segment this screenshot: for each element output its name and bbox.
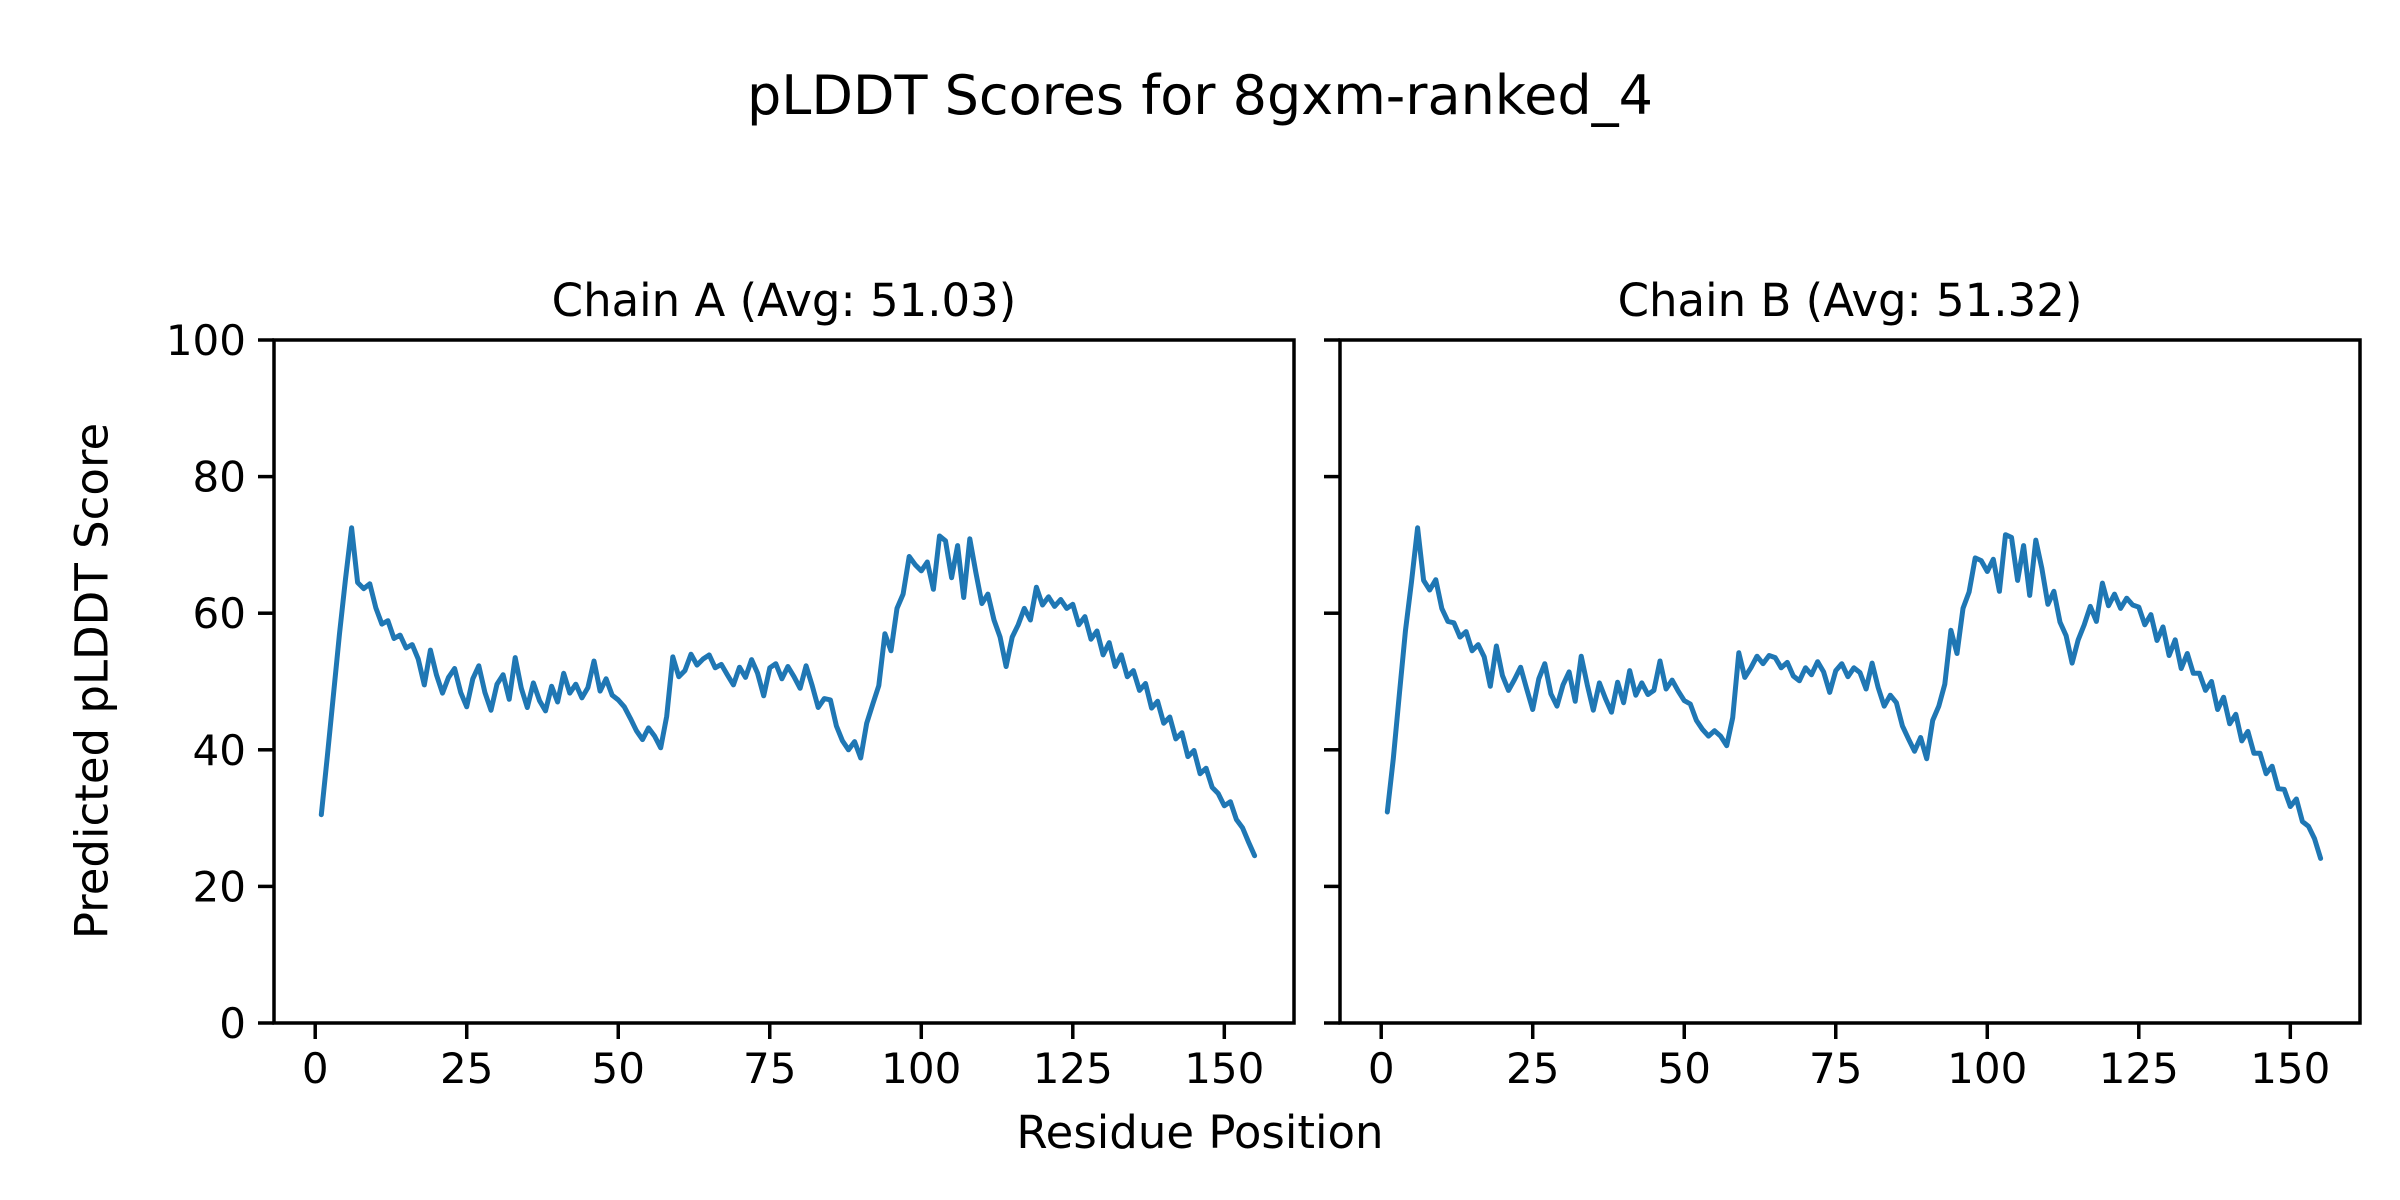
x-tick-label: 0 (1368, 1044, 1395, 1093)
subplot-b-title: Chain B (Avg: 51.32) (1617, 274, 2083, 327)
y-tick-label: 100 (166, 316, 246, 365)
y-tick-label: 60 (193, 589, 246, 638)
axes-frame-chain-b (1338, 338, 2362, 1025)
axes-frame-chain-a (272, 338, 1296, 1025)
plddt-line-chain-b (1384, 525, 2324, 861)
x-tick-label: 150 (1184, 1044, 1264, 1093)
y-tick-label: 40 (193, 726, 246, 775)
x-tick-label: 50 (1658, 1044, 1711, 1093)
figure-title: pLDDT Scores for 8gxm-ranked_4 (746, 64, 1654, 127)
x-tick-label: 150 (2250, 1044, 2330, 1093)
x-tick-label: 125 (2099, 1044, 2179, 1093)
x-tick-label: 25 (1506, 1044, 1559, 1093)
subplot-a-title: Chain A (Avg: 51.03) (551, 274, 1017, 327)
y-tick-label: 0 (219, 999, 246, 1048)
x-tick-label: 75 (743, 1044, 796, 1093)
y-tick-label: 20 (193, 862, 246, 911)
x-tick-label: 75 (1809, 1044, 1862, 1093)
plddt-line-chain-a (318, 525, 1258, 859)
x-axis-label: Residue Position (1016, 1106, 1384, 1159)
x-tick-label: 100 (1947, 1044, 2027, 1093)
x-tick-label: 25 (440, 1044, 493, 1093)
x-tick-label: 50 (592, 1044, 645, 1093)
x-tick-label: 100 (881, 1044, 961, 1093)
y-axis-label: Predicted pLDDT Score (65, 422, 119, 940)
x-tick-label: 125 (1033, 1044, 1113, 1093)
x-tick-label: 0 (302, 1044, 329, 1093)
y-tick-label: 80 (193, 453, 246, 502)
